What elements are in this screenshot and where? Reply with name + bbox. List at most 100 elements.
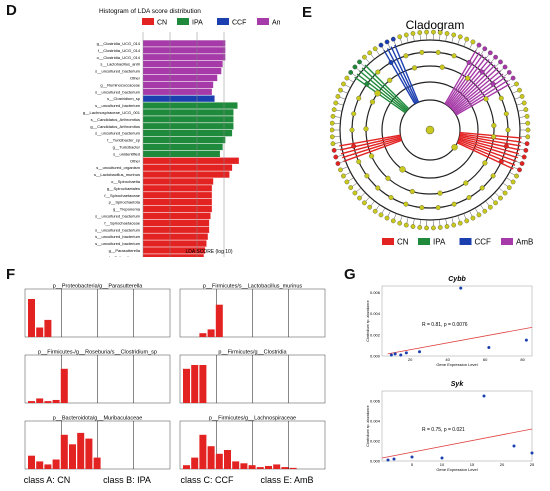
- clade-node: [444, 224, 450, 229]
- clade-node: [479, 185, 485, 191]
- clade-highlight-branch: [452, 70, 501, 112]
- lda-bar: [143, 102, 238, 109]
- lda-bar: [143, 199, 212, 206]
- clade-highlight-branch: [359, 70, 408, 112]
- clade-node: [387, 77, 393, 83]
- clade-node: [437, 30, 443, 35]
- abundance-bar: [183, 465, 190, 469]
- lda-feature-label: g__Parasutterella: [109, 248, 141, 253]
- clade-node: [356, 159, 362, 165]
- clade-branch: [365, 196, 370, 202]
- abundance-group-label: class C: CCF: [180, 475, 234, 485]
- clade-branch: [514, 96, 521, 100]
- clade-node: [362, 54, 367, 60]
- lda-feature-label: f__Turicibacter_sp: [107, 138, 141, 143]
- scatter-y-tick: 0.002: [370, 332, 381, 337]
- clade-branch: [485, 200, 490, 206]
- clade-node: [335, 161, 341, 166]
- clade-node: [523, 148, 529, 153]
- abundance-bar: [256, 467, 264, 469]
- scatter-frame: [381, 285, 533, 357]
- abundance-bar: [93, 457, 101, 469]
- clade-node: [378, 212, 384, 218]
- scatter-annotation: R = 0.81, p = 0.0076: [422, 322, 468, 328]
- abundance-bar: [28, 401, 35, 403]
- clade-node: [410, 31, 416, 36]
- panel-letter-g: G: [344, 266, 356, 283]
- abundance-bar: [28, 455, 35, 469]
- clade-highlight-branch: [343, 139, 403, 163]
- clade-branch: [463, 40, 467, 47]
- clade-branch: [360, 63, 366, 68]
- clade-node: [409, 188, 415, 195]
- scatter-fit-line: [387, 326, 533, 355]
- clade-branch: [406, 36, 409, 43]
- clade-branch: [494, 63, 500, 68]
- clade-branch: [376, 50, 380, 56]
- clade-branch: [514, 160, 521, 164]
- abundance-bar: [52, 399, 60, 403]
- lda-feature-label: g__Turicibacter: [113, 145, 141, 150]
- clade-highlight-branch: [445, 52, 481, 106]
- clade-node: [357, 195, 362, 201]
- clade-node: [524, 114, 530, 119]
- clade-node: [503, 143, 509, 149]
- clade-node: [330, 120, 335, 126]
- clade-node: [348, 185, 354, 190]
- clade-node: [431, 225, 436, 231]
- lda-feature-label: s__uncultured_bacterium: [95, 89, 141, 94]
- scatter-annotation: R = 0.75, p = 0.021: [422, 427, 465, 433]
- clade-highlight-branch: [459, 131, 522, 139]
- clade-node: [487, 204, 493, 210]
- clade-branch: [445, 218, 447, 225]
- clade-node: [403, 32, 409, 38]
- lda-feature-label: f__Sutterellaceae: [109, 255, 141, 257]
- clade-node: [514, 81, 519, 87]
- cladogram-title: Cladogram: [406, 18, 465, 32]
- clade-node: [524, 141, 530, 146]
- clade-node: [435, 205, 441, 211]
- clade-node: [437, 190, 443, 196]
- lda-bar: [143, 157, 239, 164]
- clade-node: [333, 154, 339, 160]
- clade-node: [444, 31, 450, 36]
- lda-feature-label: Other: [130, 76, 141, 81]
- clade-node: [390, 36, 396, 42]
- scatter-x-tick: 60: [483, 357, 488, 362]
- legend-label-ccf: CCF: [232, 20, 246, 27]
- clado-legend-swatch-ipa: [418, 238, 430, 245]
- clade-highlight-branch: [455, 83, 511, 116]
- clade-node: [483, 96, 489, 102]
- clade-branch: [339, 160, 346, 164]
- clade-branch: [516, 103, 523, 106]
- clade-branch: [376, 204, 380, 210]
- clade-node: [368, 153, 375, 159]
- clade-node: [331, 148, 337, 153]
- abundance-group-label: class B: IPA: [103, 475, 151, 485]
- abundance-subplot-title: p__Proteobacteria/g__Parasutterella: [53, 284, 144, 290]
- lda-bar: [143, 47, 226, 54]
- clade-node: [439, 64, 445, 70]
- clade-highlight-branch: [386, 48, 417, 104]
- clade-node: [397, 34, 403, 40]
- clade-branch: [342, 90, 348, 94]
- clade-node: [525, 120, 531, 126]
- legend-swatch-ccf: [217, 18, 229, 25]
- clado-legend-swatch-ccf: [459, 238, 472, 245]
- clade-node: [510, 179, 516, 185]
- clade-node: [451, 201, 457, 207]
- lda-bar: [143, 74, 218, 82]
- clade-branch: [502, 182, 508, 187]
- scatter-point: [404, 351, 408, 355]
- clado-legend-label-amb: AmB: [516, 238, 533, 247]
- clade-node: [335, 94, 341, 99]
- lda-feature-label: s__unidentified: [113, 151, 140, 156]
- abundance-bar: [199, 365, 207, 403]
- scatter-frame: [381, 390, 533, 462]
- clade-node: [482, 160, 488, 166]
- clade-node: [338, 167, 343, 173]
- scatter-x-tick: 5: [411, 462, 414, 467]
- clade-highlight-branch: [457, 140, 516, 166]
- clade-node: [517, 87, 522, 93]
- correlation-scatter-plots: Cybb R = 0.81, p = 0.0076 20 40 60 80 0.000 0.0…: [366, 276, 535, 472]
